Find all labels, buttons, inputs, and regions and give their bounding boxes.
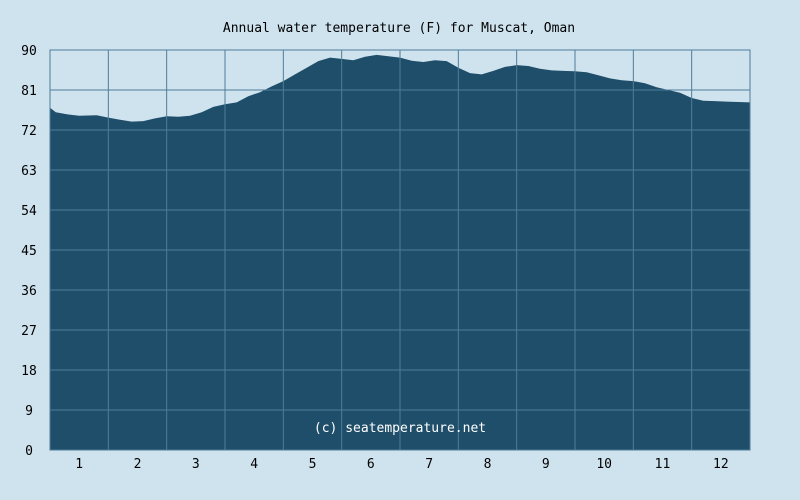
y-tick-label: 36 (21, 284, 37, 299)
y-tick-label: 63 (21, 164, 37, 179)
watermark: (c) seatemperature.net (314, 421, 486, 436)
y-tick-label: 27 (21, 324, 37, 339)
x-tick-label: 11 (655, 457, 671, 472)
x-tick-label: 3 (192, 457, 200, 472)
x-tick-label: 6 (367, 457, 375, 472)
x-tick-label: 1 (75, 457, 83, 472)
y-tick-label: 9 (25, 404, 33, 419)
x-tick-label: 4 (250, 457, 258, 472)
x-tick-label: 8 (484, 457, 492, 472)
y-tick-label: 72 (21, 124, 37, 139)
y-tick-label: 81 (21, 84, 37, 99)
x-tick-label: 2 (134, 457, 142, 472)
y-tick-label: 18 (21, 364, 37, 379)
y-tick-label: 90 (21, 44, 37, 59)
x-tick-label: 12 (713, 457, 729, 472)
y-tick-label: 54 (21, 204, 37, 219)
x-tick-label: 9 (542, 457, 550, 472)
x-tick-label: 10 (596, 457, 612, 472)
x-tick-label: 5 (309, 457, 317, 472)
chart-title: Annual water temperature (F) for Muscat,… (223, 21, 575, 36)
x-tick-label: 7 (425, 457, 433, 472)
y-tick-label: 0 (25, 444, 33, 459)
plot-border (49, 49, 751, 451)
y-tick-label: 45 (21, 244, 37, 259)
